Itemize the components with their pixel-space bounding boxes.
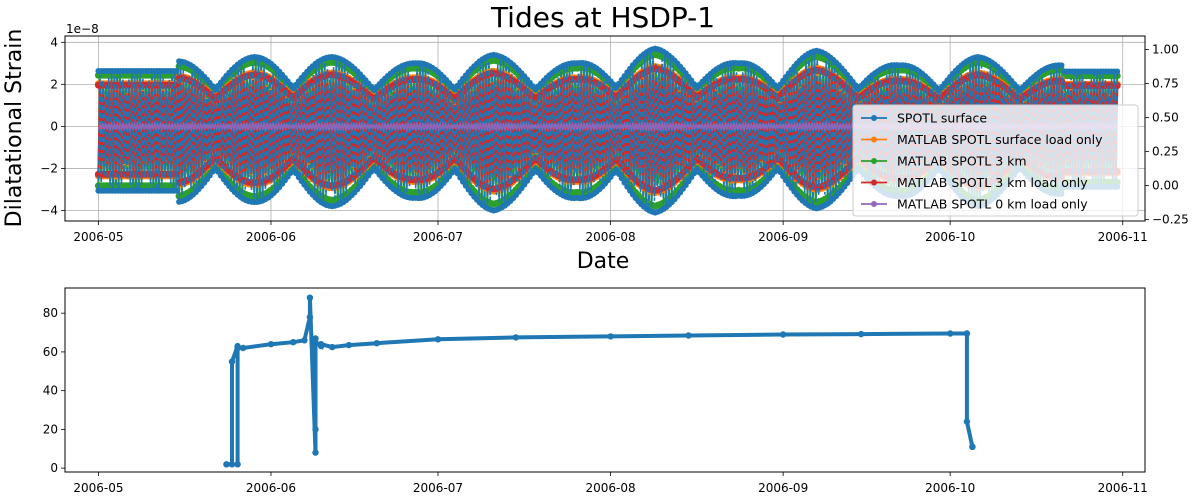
series-point xyxy=(857,330,865,338)
series-line xyxy=(226,297,975,467)
bottom-chart: 2006-05 2006-06 2006-07 2006-08 2006-09 2006-… xyxy=(43,287,1148,495)
series-point xyxy=(228,461,236,468)
x-tick-label: 2006-06 xyxy=(246,481,296,495)
y-tick-label: −2 xyxy=(40,161,58,175)
series-point xyxy=(234,461,241,468)
x-tick-label: 2006-05 xyxy=(73,481,123,495)
y-axis: −4 −2 0 2 4 xyxy=(40,35,65,217)
x-tick-label: 2006-09 xyxy=(758,481,808,495)
right-y-tick-label: 0.25 xyxy=(1152,145,1179,159)
series-point xyxy=(963,418,971,425)
series-point xyxy=(267,341,275,348)
series-point xyxy=(345,341,353,349)
y-tick-label: 60 xyxy=(43,345,58,359)
series-point xyxy=(228,358,236,365)
x-tick-label: 2006-08 xyxy=(585,230,635,244)
x-tick-label: 2006-11 xyxy=(1098,481,1148,495)
series-point xyxy=(779,331,787,338)
series-point xyxy=(947,330,954,337)
series-point xyxy=(317,341,325,348)
series-point xyxy=(512,334,520,341)
y-tick-label: 40 xyxy=(43,384,58,398)
series-point xyxy=(1058,62,1065,69)
x-tick-label: 2006-10 xyxy=(925,481,975,495)
series-point xyxy=(312,426,319,433)
legend-swatch-marker xyxy=(871,115,877,121)
series-point xyxy=(312,449,319,456)
legend-swatch-marker xyxy=(871,136,877,143)
right-y-tick-label: 0.50 xyxy=(1152,111,1179,125)
y-axis-label: Dilatational Strain xyxy=(2,29,27,228)
x-tick-label: 2006-11 xyxy=(1098,230,1148,244)
series-point xyxy=(685,332,692,339)
x-axis: 2006-05 2006-06 2006-07 2006-08 2006-09 2006-… xyxy=(73,221,1148,244)
series-point xyxy=(173,68,180,74)
legend-label: SPOTL surface xyxy=(897,111,987,126)
series-point xyxy=(329,343,336,351)
series-point xyxy=(173,187,180,194)
chart-title: Tides at HSDP-1 xyxy=(490,1,715,34)
series-point xyxy=(1114,68,1121,75)
series-point xyxy=(969,443,976,450)
right-y-tick-label: 0.00 xyxy=(1152,179,1179,193)
legend-label: MATLAB SPOTL surface load only xyxy=(897,132,1103,147)
x-tick-label: 2006-09 xyxy=(758,230,808,244)
y-tick-label: 2 xyxy=(50,77,58,91)
y-offset-label: 1e−8 xyxy=(66,22,99,36)
series-point xyxy=(963,330,971,337)
series-point xyxy=(312,339,319,346)
series-point xyxy=(306,294,314,301)
right-y-axis: −0.25 0.00 0.25 0.50 0.75 1.00 xyxy=(1145,43,1189,227)
legend-item: MATLAB SPOTL surface load only xyxy=(861,132,1103,147)
series-area xyxy=(94,45,1121,216)
legend-label: MATLAB SPOTL 0 km load only xyxy=(897,197,1088,212)
series-point xyxy=(301,337,308,344)
series-point xyxy=(239,344,247,352)
series-point xyxy=(290,339,297,346)
right-y-tick-label: −0.25 xyxy=(1152,213,1189,227)
right-y-tick-label: 0.75 xyxy=(1152,77,1179,91)
y-tick-label: 0 xyxy=(50,119,58,133)
series-point xyxy=(223,461,230,468)
x-axis-label: Date xyxy=(577,249,630,274)
x-tick-label: 2006-06 xyxy=(246,230,296,244)
y-tick-label: 80 xyxy=(43,306,58,320)
legend-swatch-marker xyxy=(871,158,877,164)
legend-label: MATLAB SPOTL 3 km load only xyxy=(897,175,1088,190)
right-y-tick-label: 1.00 xyxy=(1152,43,1179,57)
x-tick-label: 2006-07 xyxy=(413,481,463,495)
y-axis: 0 20 40 60 80 xyxy=(43,306,65,475)
x-tick-label: 2006-08 xyxy=(585,481,635,495)
y-tick-label: 0 xyxy=(50,461,58,475)
x-tick-label: 2006-07 xyxy=(413,230,463,244)
x-axis: 2006-05 2006-06 2006-07 2006-08 2006-09 2006-… xyxy=(73,472,1148,495)
series-point xyxy=(434,336,442,343)
y-tick-label: −4 xyxy=(40,203,58,217)
plot-frame xyxy=(64,287,1146,473)
y-tick-label: 20 xyxy=(43,422,58,436)
series-point xyxy=(306,313,314,321)
legend-swatch-marker xyxy=(871,201,877,207)
top-chart: Tides at HSDP-1 1e−8 2006-05 2006-06 2006-… xyxy=(2,1,1189,274)
x-tick-label: 2006-05 xyxy=(73,230,123,244)
series-area xyxy=(223,294,976,468)
legend-swatch-marker xyxy=(871,179,877,186)
legend-label: MATLAB SPOTL 3 km xyxy=(897,154,1027,169)
y-tick-label: 4 xyxy=(50,35,58,49)
series-point xyxy=(234,344,241,352)
x-tick-label: 2006-10 xyxy=(925,230,975,244)
series-point xyxy=(607,333,614,340)
legend: SPOTL surface MATLAB SPOTL surface load o… xyxy=(852,104,1139,217)
series-point xyxy=(373,340,380,347)
